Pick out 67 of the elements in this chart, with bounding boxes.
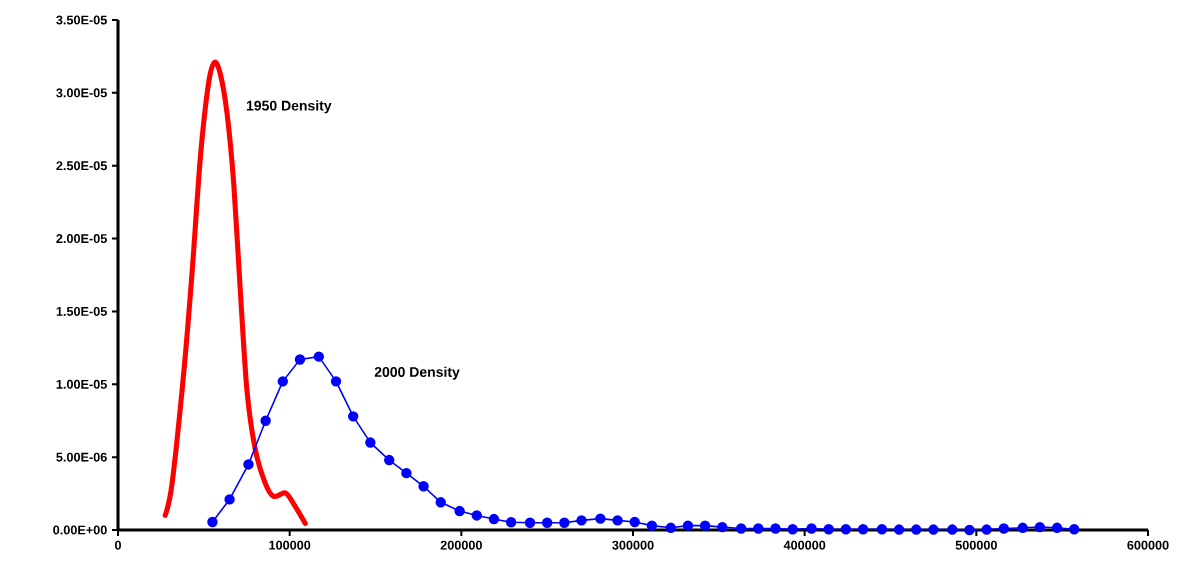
point — [876, 524, 888, 535]
point — [806, 523, 817, 534]
point — [541, 517, 553, 528]
y-tick-label: 3.00E-05 — [56, 88, 107, 98]
point — [753, 523, 764, 534]
point — [207, 516, 218, 528]
y-tick-label: 1.50E-05 — [56, 306, 107, 316]
point — [1051, 522, 1063, 534]
point — [524, 517, 536, 528]
series-label: 1950 Density — [246, 100, 332, 114]
point — [682, 520, 694, 531]
point — [224, 494, 235, 505]
x-tick-label: 100000 — [269, 540, 311, 550]
point — [998, 523, 1009, 534]
y-tick-label: 1.00E-05 — [56, 379, 107, 389]
x-tick-label: 300000 — [612, 540, 654, 550]
point — [418, 481, 429, 492]
point — [928, 524, 939, 535]
point — [1034, 521, 1046, 533]
point — [787, 524, 798, 535]
point — [699, 520, 711, 531]
point — [911, 524, 922, 535]
point — [1017, 522, 1028, 534]
point — [277, 376, 288, 387]
point — [576, 515, 587, 526]
point — [893, 524, 905, 535]
point — [505, 517, 517, 528]
point — [717, 521, 728, 533]
point — [454, 505, 465, 517]
point — [347, 411, 359, 422]
point — [435, 497, 446, 508]
y-tick-label: 2.00E-05 — [56, 234, 107, 244]
point — [471, 510, 482, 521]
text: 2000 Density — [374, 366, 460, 380]
point — [964, 524, 975, 536]
point — [313, 351, 325, 362]
point — [770, 523, 781, 534]
point — [1068, 524, 1080, 535]
x-tick-label: 600000 — [1127, 540, 1169, 550]
point — [243, 459, 254, 470]
x-tick-label: 200000 — [440, 540, 482, 550]
x-tick-label: 500000 — [955, 540, 997, 550]
point — [735, 523, 747, 534]
x-tick-label: 0 — [114, 540, 122, 550]
point — [857, 524, 869, 535]
point — [330, 376, 342, 387]
y-tick-label: 0.00E+00 — [53, 525, 107, 535]
y-tick-label: 5.00E-06 — [56, 452, 107, 462]
point — [823, 524, 834, 535]
point — [629, 516, 640, 528]
point — [947, 524, 958, 535]
point — [665, 522, 676, 534]
point — [981, 524, 992, 535]
point — [260, 415, 271, 426]
point — [401, 467, 412, 479]
point — [559, 517, 570, 528]
point — [294, 354, 306, 365]
point — [840, 524, 852, 535]
point — [384, 454, 395, 466]
x-tick-label: 400000 — [783, 540, 826, 550]
y-tick-label: 3.50E-05 — [56, 15, 107, 25]
point — [595, 513, 606, 524]
point — [488, 513, 500, 525]
y-tick-label: 2.50E-05 — [56, 161, 107, 171]
point — [646, 520, 658, 531]
point — [612, 515, 623, 526]
point — [365, 437, 376, 448]
